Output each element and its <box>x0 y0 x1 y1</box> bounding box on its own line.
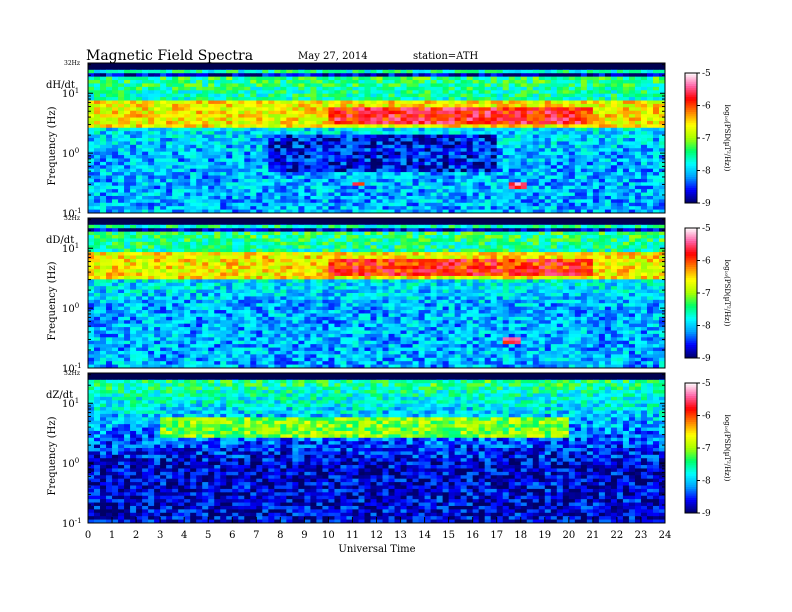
panel-name: dD/dt <box>46 235 74 246</box>
x-tick-label: 8 <box>277 530 283 541</box>
colorbar-title: log₁₀(PSD(µT²/Hz)) <box>723 260 731 327</box>
x-tick-label: 15 <box>442 530 455 541</box>
colorbar-tick-label: -8 <box>702 167 711 177</box>
x-tick-label: 16 <box>466 530 479 541</box>
y-tick-label: 100 <box>62 302 79 315</box>
colorbar-tick-label: -5 <box>702 379 711 389</box>
panel-name: dH/dt <box>46 80 75 91</box>
x-tick-label: 18 <box>514 530 527 541</box>
x-axis-title: Universal Time <box>338 544 415 555</box>
x-tick-label: 17 <box>490 530 503 541</box>
x-tick-label: 7 <box>253 530 259 541</box>
x-tick-label: 4 <box>181 530 187 541</box>
nyquist-band <box>88 63 665 69</box>
colorbar: -5 -6 -7 -8 -9 log₁₀(PSD(µT²/Hz)) <box>684 69 731 209</box>
colorbar-tick-label: -7 <box>702 444 711 454</box>
spectrogram-cells <box>88 373 666 524</box>
x-tick-label: 2 <box>133 530 139 541</box>
colorbar-tick-label: -9 <box>702 199 711 209</box>
spectrogram-cells <box>88 218 666 369</box>
colorbar-tick-label: -9 <box>702 509 711 519</box>
figure-header: Magnetic Field Spectra May 27, 2014 stat… <box>86 48 479 64</box>
x-tick-label: 10 <box>322 530 335 541</box>
colorbar-tick-label: -8 <box>702 322 711 332</box>
panel-frame <box>87 62 666 214</box>
colorbar: -5 -6 -7 -8 -9 log₁₀(PSD(µT²/Hz)) <box>684 224 731 364</box>
x-tick-label: 13 <box>394 530 407 541</box>
x-tick-label: 23 <box>635 530 648 541</box>
figure-title: Magnetic Field Spectra <box>86 48 253 64</box>
colorbar: -5 -6 -7 -8 -9 log₁₀(PSD(µT²/Hz)) <box>684 379 731 519</box>
station-label: station=ATH <box>413 51 479 62</box>
y-axis-title: Frequency (Hz) <box>47 261 58 340</box>
colorbar-tick-label: -6 <box>702 412 711 422</box>
x-tick-label: 3 <box>157 530 163 541</box>
y-tick-label: 10-1 <box>62 362 82 375</box>
x-tick-label: 19 <box>538 530 551 541</box>
y-tick-label: 101 <box>62 87 79 100</box>
y-tick-label: 101 <box>62 242 79 255</box>
x-tick-label: 14 <box>418 530 431 541</box>
y-tick-label: 10-1 <box>62 207 82 220</box>
y-top-label: 32Hz <box>64 60 80 67</box>
colorbar-tick-label: -6 <box>702 102 711 112</box>
y-tick-label: 100 <box>62 147 79 160</box>
x-tick-label: 22 <box>611 530 624 541</box>
colorbar-tick-label: -5 <box>702 224 711 234</box>
nyquist-band <box>88 373 665 379</box>
x-tick-label: 6 <box>229 530 235 541</box>
colorbar-title: log₁₀(PSD(µT²/Hz)) <box>723 105 731 172</box>
panel-frame <box>87 217 666 369</box>
y-top-label: 32Hz <box>64 370 80 377</box>
x-tick-label: 5 <box>205 530 211 541</box>
x-tick-label: 9 <box>301 530 307 541</box>
y-tick-label: 10-1 <box>62 517 82 530</box>
colorbar-title: log₁₀(PSD(µT²/Hz)) <box>723 415 731 482</box>
colorbar-tick-label: -9 <box>702 354 711 364</box>
figure-date: May 27, 2014 <box>298 51 368 62</box>
colorbar-tick-label: -6 <box>702 257 711 267</box>
x-tick-label: 1 <box>109 530 115 541</box>
x-tick-label: 11 <box>346 530 359 541</box>
x-tick-label: 20 <box>562 530 575 541</box>
nyquist-band <box>88 218 665 224</box>
y-tick-label: 100 <box>62 457 79 470</box>
x-axis: 0 1 2 3 4 5 6 7 8 9 10 11 12 13 14 15 16 17 18 19 20 21 22 23 24 <box>85 517 672 541</box>
x-tick-label: 21 <box>587 530 600 541</box>
x-tick-label: 24 <box>659 530 672 541</box>
spectrogram-cells <box>88 63 666 214</box>
y-axis-title: Frequency (Hz) <box>47 106 58 185</box>
x-tick-label: 12 <box>370 530 383 541</box>
panel-name: dZ/dt <box>46 390 73 401</box>
colorbar-tick-label: -7 <box>702 134 711 144</box>
y-axis-title: Frequency (Hz) <box>47 416 58 495</box>
y-tick-label: 101 <box>62 397 79 410</box>
x-tick-label: 0 <box>85 530 91 541</box>
colorbar-tick-label: -7 <box>702 289 711 299</box>
colorbar-tick-label: -5 <box>702 69 711 79</box>
colorbar-tick-label: -8 <box>702 477 711 487</box>
y-top-label: 32Hz <box>64 215 80 222</box>
